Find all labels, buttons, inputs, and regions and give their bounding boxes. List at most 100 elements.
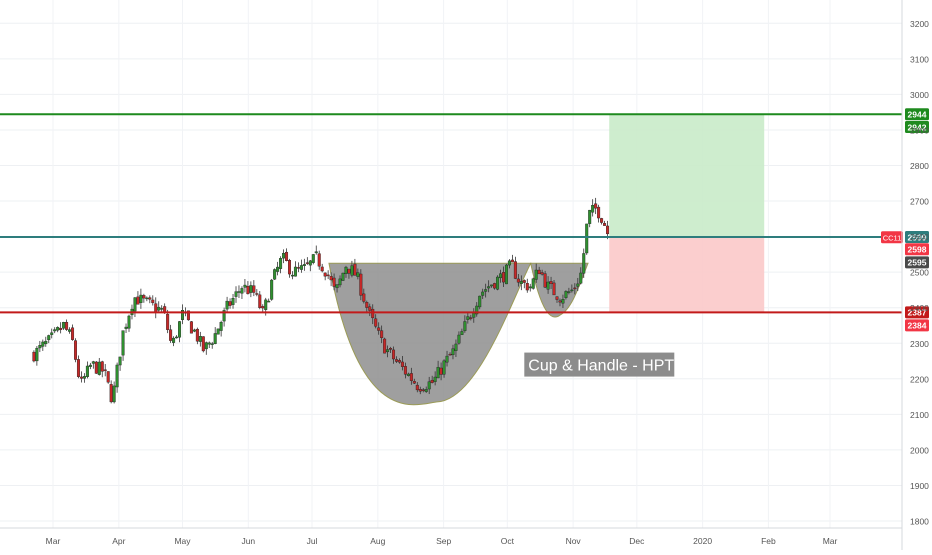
candle-body xyxy=(276,266,280,272)
candle-body xyxy=(543,273,547,288)
candle-body xyxy=(231,298,235,305)
candle-body xyxy=(115,364,119,388)
candle-body xyxy=(97,361,101,375)
candle-body xyxy=(409,373,413,381)
candle-body xyxy=(32,351,36,362)
y-tick-label: 1900 xyxy=(910,481,929,491)
candle-body xyxy=(555,296,559,300)
candle-body xyxy=(436,366,440,379)
candle-body xyxy=(332,277,336,287)
candle-body xyxy=(490,284,494,287)
annotations: 2944 2942 2599 2598 2595 2387 2384 CC11 Cup & Ha… xyxy=(524,108,929,377)
price-label-text: 2942 xyxy=(908,122,927,132)
candle-body xyxy=(499,273,503,279)
candle-body xyxy=(151,299,155,304)
price-label-text: 2598 xyxy=(908,245,927,255)
candle-body xyxy=(74,340,78,360)
y-tick-label: 3000 xyxy=(910,90,929,100)
candle-body xyxy=(546,281,550,290)
candle-body xyxy=(311,254,315,263)
candle-body xyxy=(439,367,443,375)
candle-body xyxy=(166,313,170,330)
candle-body xyxy=(412,381,416,384)
candle-body xyxy=(82,376,86,379)
candle-body xyxy=(258,294,262,308)
candle-body xyxy=(579,272,583,284)
candle-body xyxy=(201,336,205,352)
candle-body xyxy=(359,273,363,296)
candle-body xyxy=(502,272,506,283)
candle-body xyxy=(109,384,113,403)
candle-body xyxy=(591,205,595,213)
candle-body xyxy=(293,266,297,277)
horizontal-levels[interactable] xyxy=(0,113,902,314)
candle-body xyxy=(62,322,66,329)
candle-body xyxy=(237,291,241,293)
candle-body xyxy=(133,297,137,312)
candle-body xyxy=(56,327,60,331)
x-tick-label: Apr xyxy=(112,536,125,546)
candle-body xyxy=(466,316,470,320)
candle-body xyxy=(228,301,232,306)
candle-body xyxy=(380,330,384,339)
candle-body xyxy=(169,329,173,341)
candle-body xyxy=(424,389,428,392)
candle-body xyxy=(142,295,146,299)
price-label-tag xyxy=(905,256,929,269)
x-tick-label: Aug xyxy=(370,536,385,546)
candle-body xyxy=(463,321,467,331)
candle-body xyxy=(576,283,580,287)
candle-body xyxy=(460,331,464,335)
candle-body xyxy=(603,223,607,226)
candle-body xyxy=(356,272,360,277)
candle-body xyxy=(136,296,140,305)
candle-body xyxy=(246,285,250,295)
candle-body xyxy=(240,288,244,294)
candle-body xyxy=(469,317,473,319)
y-tick-label: 2900 xyxy=(910,125,929,135)
candle-body xyxy=(389,348,393,350)
candle-body xyxy=(552,282,556,296)
candle-body xyxy=(79,376,83,379)
candle-body xyxy=(91,361,95,364)
candle-body xyxy=(296,267,300,269)
candle-body xyxy=(558,300,562,303)
candle-body xyxy=(362,293,366,302)
candle-body xyxy=(172,337,176,343)
price-label-tag xyxy=(905,243,929,256)
candle-body xyxy=(353,263,357,276)
candle-body xyxy=(192,329,196,332)
y-tick-label: 2200 xyxy=(910,374,929,384)
candle-body xyxy=(106,371,110,383)
x-tick-label: May xyxy=(174,536,191,546)
candle-body xyxy=(377,327,381,331)
candle-body xyxy=(430,379,434,383)
candle-body xyxy=(273,269,277,280)
y-tick-label: 2500 xyxy=(910,268,929,278)
symbol-tag xyxy=(881,231,903,244)
candle-body xyxy=(225,300,229,310)
candle-body xyxy=(124,326,128,329)
y-tick-label: 1800 xyxy=(910,517,929,527)
candle-body xyxy=(145,297,149,300)
candle-body xyxy=(157,306,161,311)
candles xyxy=(32,197,610,404)
candle-body xyxy=(234,291,238,297)
candle-body xyxy=(442,360,446,375)
candle-body xyxy=(567,291,571,293)
candle-body xyxy=(504,264,508,285)
candle-body xyxy=(329,276,333,281)
y-tick-label: 2600 xyxy=(910,232,929,242)
candle-body xyxy=(290,274,294,277)
candle-body xyxy=(549,281,553,284)
candle-body xyxy=(175,336,179,339)
candle-body xyxy=(267,300,271,303)
candle-body xyxy=(418,389,422,392)
candle-body xyxy=(53,329,57,332)
candle-body xyxy=(472,312,476,318)
candle-body xyxy=(528,286,532,289)
candle-body xyxy=(112,385,116,403)
